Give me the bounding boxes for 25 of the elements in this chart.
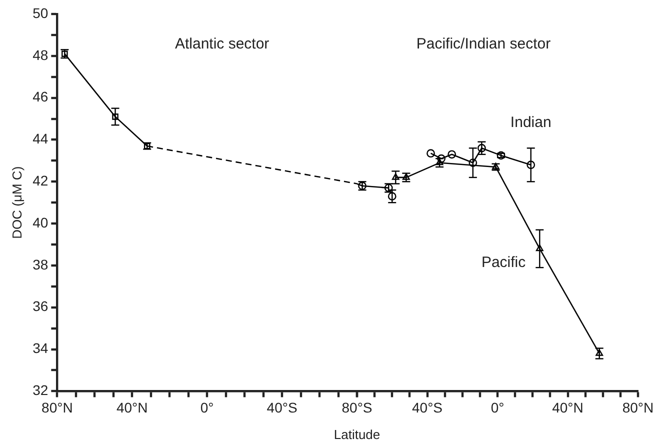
y-tick-label: 36 bbox=[32, 298, 48, 314]
y-tick-label: 38 bbox=[32, 256, 48, 272]
x-tick-label: 40°S bbox=[266, 399, 298, 416]
x-tick-label: 80°S bbox=[342, 399, 372, 416]
series-label: Indian bbox=[510, 114, 552, 132]
y-tick-label: 32 bbox=[32, 382, 48, 398]
x-axis-title: Latitude bbox=[334, 427, 380, 442]
x-tick-label: 40°S bbox=[412, 399, 443, 416]
y-tick-label: 48 bbox=[32, 46, 48, 63]
y-axis-title: DOC (μM C) bbox=[9, 166, 24, 239]
annotation: Atlantic sector bbox=[174, 35, 270, 52]
x-tick-label: 80°N bbox=[42, 399, 73, 416]
y-tick-label: 46 bbox=[32, 88, 48, 105]
x-tick-label: 40°N bbox=[116, 399, 148, 416]
annotation: Pacific/Indian sector bbox=[416, 35, 551, 52]
y-tick-label: 34 bbox=[32, 340, 48, 356]
x-tick-label: 0° bbox=[490, 399, 504, 416]
series-label: Pacific bbox=[481, 254, 526, 271]
y-tick-label: 50 bbox=[32, 4, 48, 21]
y-tick-label: 40 bbox=[32, 214, 48, 230]
y-tick-label: 44 bbox=[32, 130, 48, 147]
y-tick-label: 42 bbox=[32, 172, 48, 189]
x-tick-label: 0° bbox=[200, 399, 214, 416]
x-tick-label: 80°N bbox=[622, 399, 654, 416]
x-tick-label: 40°N bbox=[552, 399, 584, 416]
